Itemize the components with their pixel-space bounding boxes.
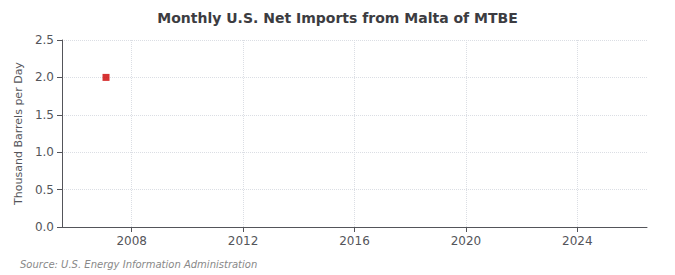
svg-text:2016: 2016 <box>339 234 370 248</box>
svg-text:2020: 2020 <box>451 234 482 248</box>
svg-text:Thousand Barrels per Day: Thousand Barrels per Day <box>12 62 25 206</box>
svg-text:2.5: 2.5 <box>35 33 54 47</box>
svg-text:1.0: 1.0 <box>35 145 54 159</box>
svg-text:2.0: 2.0 <box>35 70 54 84</box>
svg-text:0.0: 0.0 <box>35 220 54 234</box>
svg-text:2008: 2008 <box>116 234 147 248</box>
svg-text:0.5: 0.5 <box>35 183 54 197</box>
svg-text:Source: U.S. Energy Informatio: Source: U.S. Energy Information Administ… <box>20 259 257 270</box>
svg-text:2024: 2024 <box>562 234 593 248</box>
svg-text:2012: 2012 <box>228 234 259 248</box>
svg-text:Monthly U.S. Net Imports from: Monthly U.S. Net Imports from Malta of M… <box>157 10 518 26</box>
svg-text:1.5: 1.5 <box>35 108 54 122</box>
